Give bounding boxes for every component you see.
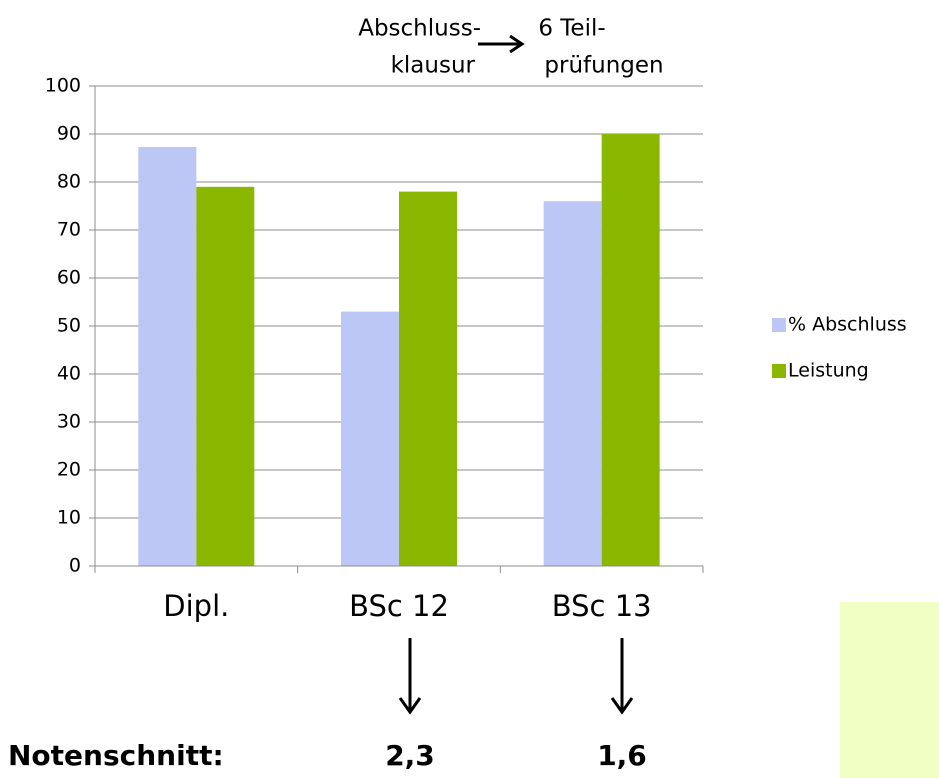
footer-label: Notenschnitt: <box>8 739 224 772</box>
bar <box>399 191 457 566</box>
y-tick-label: 0 <box>69 555 81 577</box>
note-box <box>840 602 939 778</box>
y-tick-label: 30 <box>57 411 81 433</box>
y-tick-label: 40 <box>57 363 81 385</box>
y-tick-label: 70 <box>57 219 81 241</box>
x-tick-label: Dipl. <box>163 589 229 623</box>
annotation: klausur <box>391 53 476 79</box>
bar <box>138 146 197 566</box>
arrow <box>398 34 634 715</box>
x-tick-label: BSc 12 <box>349 589 449 623</box>
bar <box>341 311 399 566</box>
y-tick-label: 50 <box>57 315 81 337</box>
x-tick-label: BSc 13 <box>552 589 652 623</box>
y-tick-label: 100 <box>45 75 81 97</box>
legend-swatch <box>772 318 786 332</box>
bar <box>601 134 660 566</box>
bar <box>543 201 602 566</box>
annotation: 6 Teil- <box>538 16 605 42</box>
annotation: Abschluss- <box>358 16 481 42</box>
y-tick-label: 10 <box>57 507 81 529</box>
y-tick-label: 60 <box>57 267 81 289</box>
y-tick-label: 80 <box>57 171 81 193</box>
footer-value: 2,3 <box>385 739 435 772</box>
bar <box>196 186 255 567</box>
y-tick-label: 20 <box>57 459 81 481</box>
footer-value: 1,6 <box>597 739 647 772</box>
legend-label: Leistung <box>788 360 869 382</box>
y-tick-label: 90 <box>57 123 81 145</box>
annotation: prüfungen <box>544 53 663 79</box>
legend-swatch <box>772 364 786 378</box>
legend-label: % Abschluss <box>788 314 907 336</box>
